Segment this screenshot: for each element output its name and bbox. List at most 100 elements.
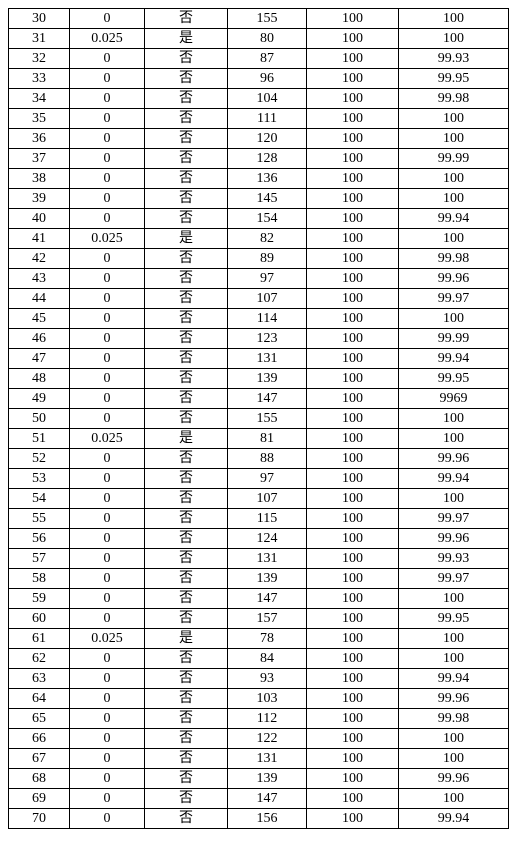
table-cell: 否: [145, 49, 228, 69]
table-cell: 0: [70, 529, 145, 549]
table-cell: 61: [9, 629, 70, 649]
table-cell: 55: [9, 509, 70, 529]
table-row: 570否13110099.93: [9, 549, 509, 569]
table-cell: 100: [307, 229, 399, 249]
table-cell: 44: [9, 289, 70, 309]
table-cell: 62: [9, 649, 70, 669]
table-cell: 120: [228, 129, 307, 149]
table-cell: 0.025: [70, 229, 145, 249]
table-row: 630否9310099.94: [9, 669, 509, 689]
table-row: 490否1471009969: [9, 389, 509, 409]
table-cell: 0: [70, 409, 145, 429]
table-cell: 100: [307, 249, 399, 269]
table-cell: 128: [228, 149, 307, 169]
table-cell: 147: [228, 389, 307, 409]
table-cell: 100: [399, 129, 509, 149]
table-cell: 100: [307, 509, 399, 529]
table-cell: 0: [70, 309, 145, 329]
table-cell: 57: [9, 549, 70, 569]
table-cell: 100: [307, 209, 399, 229]
table-cell: 否: [145, 269, 228, 289]
table-cell: 111: [228, 109, 307, 129]
table-cell: 否: [145, 529, 228, 549]
table-cell: 100: [307, 9, 399, 29]
table-cell: 否: [145, 589, 228, 609]
table-cell: 100: [399, 109, 509, 129]
table-cell: 是: [145, 629, 228, 649]
table-cell: 否: [145, 249, 228, 269]
table-cell: 122: [228, 729, 307, 749]
table-cell: 99.97: [399, 509, 509, 529]
table-cell: 54: [9, 489, 70, 509]
table-cell: 0: [70, 769, 145, 789]
table-cell: 100: [399, 649, 509, 669]
table-cell: 99.95: [399, 609, 509, 629]
table-row: 480否13910099.95: [9, 369, 509, 389]
table-cell: 155: [228, 9, 307, 29]
table-cell: 100: [307, 589, 399, 609]
table-cell: 100: [399, 29, 509, 49]
table-cell: 49: [9, 389, 70, 409]
table-cell: 139: [228, 769, 307, 789]
table-cell: 39: [9, 189, 70, 209]
table-cell: 100: [399, 629, 509, 649]
table-cell: 否: [145, 749, 228, 769]
table-row: 600否15710099.95: [9, 609, 509, 629]
table-row: 500否155100100: [9, 409, 509, 429]
table-cell: 33: [9, 69, 70, 89]
table-cell: 否: [145, 149, 228, 169]
table-cell: 0.025: [70, 629, 145, 649]
table-cell: 103: [228, 689, 307, 709]
table-row: 680否13910099.96: [9, 769, 509, 789]
table-cell: 100: [307, 389, 399, 409]
table-row: 530否9710099.94: [9, 469, 509, 489]
table-cell: 100: [399, 309, 509, 329]
table-cell: 100: [307, 789, 399, 809]
table-cell: 100: [399, 229, 509, 249]
table-cell: 81: [228, 429, 307, 449]
table-cell: 131: [228, 749, 307, 769]
table-cell: 是: [145, 429, 228, 449]
table-cell: 100: [307, 309, 399, 329]
table-cell: 38: [9, 169, 70, 189]
table-cell: 88: [228, 449, 307, 469]
table-cell: 99.96: [399, 529, 509, 549]
table-cell: 100: [307, 549, 399, 569]
table-cell: 99.99: [399, 329, 509, 349]
table-cell: 96: [228, 69, 307, 89]
table-cell: 100: [399, 429, 509, 449]
table-cell: 131: [228, 349, 307, 369]
table-cell: 0: [70, 129, 145, 149]
table-cell: 100: [307, 649, 399, 669]
table-cell: 139: [228, 369, 307, 389]
table-cell: 43: [9, 269, 70, 289]
table-cell: 100: [307, 469, 399, 489]
table-cell: 100: [307, 89, 399, 109]
table-cell: 0: [70, 589, 145, 609]
table-cell: 53: [9, 469, 70, 489]
table-cell: 104: [228, 89, 307, 109]
table-cell: 100: [399, 489, 509, 509]
table-cell: 0: [70, 109, 145, 129]
table-row: 340否10410099.98: [9, 89, 509, 109]
table-cell: 99.94: [399, 349, 509, 369]
table-row: 310.025是80100100: [9, 29, 509, 49]
table-cell: 58: [9, 569, 70, 589]
table-cell: 99.98: [399, 89, 509, 109]
table-cell: 0: [70, 509, 145, 529]
table-cell: 0: [70, 149, 145, 169]
table-row: 590否147100100: [9, 589, 509, 609]
table-cell: 100: [307, 129, 399, 149]
table-cell: 99.95: [399, 369, 509, 389]
table-cell: 100: [307, 29, 399, 49]
table-cell: 50: [9, 409, 70, 429]
table-cell: 63: [9, 669, 70, 689]
table-cell: 100: [399, 409, 509, 429]
table-cell: 否: [145, 329, 228, 349]
table-cell: 115: [228, 509, 307, 529]
table-cell: 0: [70, 469, 145, 489]
table-cell: 100: [307, 609, 399, 629]
table-cell: 否: [145, 549, 228, 569]
table-cell: 100: [307, 489, 399, 509]
table-cell: 否: [145, 289, 228, 309]
